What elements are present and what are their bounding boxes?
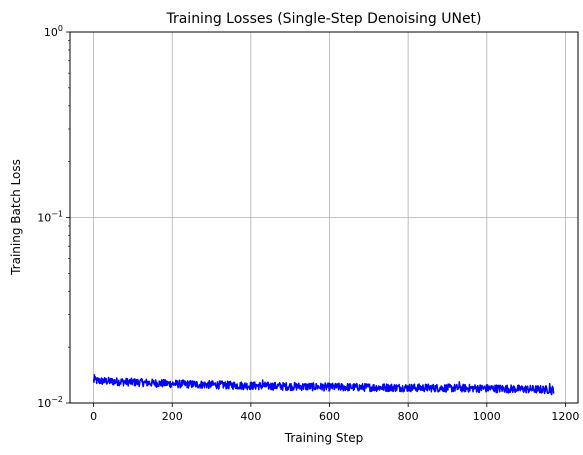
y-axis-label: Training Batch Loss — [9, 159, 23, 276]
x-tick-label: 0 — [90, 410, 97, 423]
series-layer — [92, 374, 555, 396]
grid-lines — [70, 31, 578, 404]
x-tick-label: 1000 — [473, 410, 501, 423]
x-tick-label: 200 — [162, 410, 183, 423]
y-tick-label: 10−1 — [37, 210, 63, 225]
y-axis: 10−2 10−1 100 — [37, 24, 70, 410]
y-tick-label: 10−2 — [37, 395, 63, 410]
y-tick-label: 100 — [44, 24, 63, 39]
x-tick-label: 800 — [398, 410, 419, 423]
x-tick-label: 600 — [319, 410, 340, 423]
x-axis: 0 200 400 600 800 1000 1200 — [90, 403, 579, 423]
x-tick-label: 400 — [240, 410, 261, 423]
x-axis-label: Training Step — [284, 431, 364, 445]
chart-title: Training Losses (Single-Step Denoising U… — [165, 11, 481, 27]
x-tick-label: 1200 — [551, 410, 579, 423]
loss-line — [92, 374, 555, 396]
